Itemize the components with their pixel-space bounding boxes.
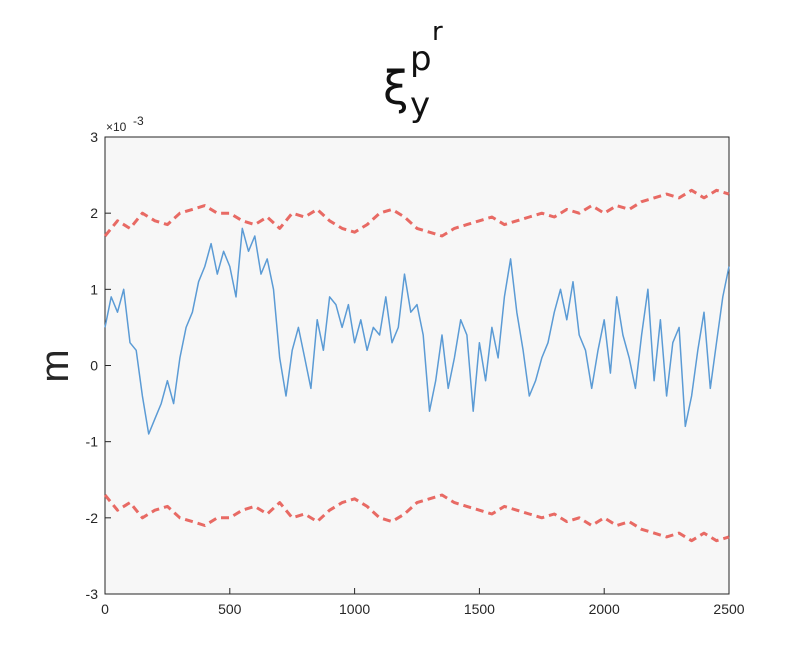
x-tick-label: 2500 [713, 601, 744, 617]
y-tick-label: -2 [86, 510, 99, 526]
y-tick-label: 3 [90, 129, 98, 145]
x-tick-label: 500 [218, 601, 242, 617]
x-tick-label: 2000 [589, 601, 620, 617]
y-tick-label: -3 [86, 586, 99, 602]
x-tick-label: 1000 [339, 601, 370, 617]
title-superscript-sup: r [432, 17, 443, 47]
y-tick-label: 2 [90, 205, 98, 221]
ticks-layer: 0 500 1000 1500 2000 2500 -3 -2 -1 0 1 2 3 [86, 129, 745, 617]
chart-title: ξ p r y [383, 17, 443, 125]
series-layer [103, 188, 730, 543]
title-subscript: y [410, 85, 430, 125]
series-line-3 [103, 493, 730, 543]
plot-area [104, 136, 730, 595]
y-tick-label: 1 [90, 281, 98, 297]
series-line-2 [103, 188, 730, 238]
x-tick-label: 0 [101, 601, 109, 617]
series-line-1 [104, 227, 730, 435]
y-exponent-power: -3 [133, 114, 144, 128]
y-exponent-base: ×10 [106, 120, 127, 134]
y-tick-label: 0 [90, 358, 98, 374]
y-tick-label: -1 [86, 434, 99, 450]
title-main: ξ [383, 61, 409, 115]
y-axis-label: m [33, 349, 77, 382]
x-tick-label: 1500 [464, 601, 495, 617]
y-exponent: ×10 -3 [106, 114, 144, 134]
title-superscript: p [410, 39, 432, 79]
